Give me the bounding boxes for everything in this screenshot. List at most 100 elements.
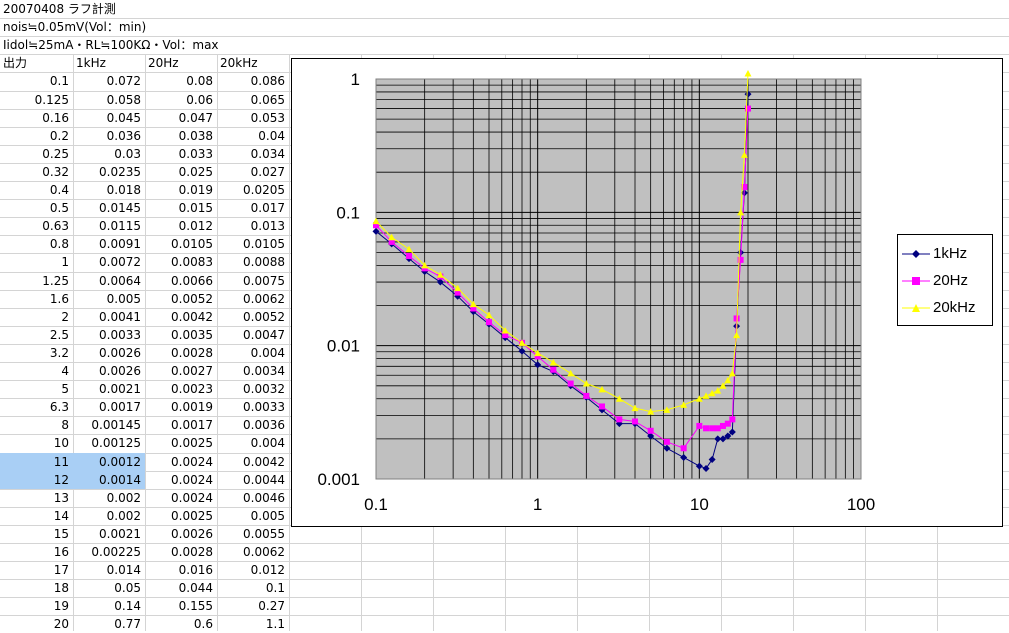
table-cell[interactable]: 0.004 <box>250 436 285 451</box>
table-cell[interactable]: 0.0235 <box>99 164 141 179</box>
table-cell[interactable]: 1.1 <box>265 617 285 632</box>
table-cell[interactable]: 1 <box>61 255 69 270</box>
table-cell[interactable]: 0.017 <box>250 201 285 216</box>
table-cell[interactable]: 0.0025 <box>171 508 213 523</box>
table-cell[interactable]: 0.0064 <box>99 273 141 288</box>
table-cell[interactable]: 0.019 <box>178 183 213 197</box>
table-cell[interactable]: 0.0072 <box>99 255 141 270</box>
table-cell[interactable]: 0.155 <box>178 599 213 614</box>
table-cell[interactable]: 0.036 <box>106 128 141 143</box>
table-cell[interactable]: 0.0033 <box>243 400 285 415</box>
table-cell[interactable]: 0.0036 <box>243 418 285 433</box>
table-cell[interactable]: 0.05 <box>114 581 141 596</box>
table-cell[interactable]: 0.0091 <box>99 237 141 252</box>
table-cell[interactable]: 4 <box>61 364 69 378</box>
table-cell[interactable]: 0.0042 <box>171 309 213 324</box>
table-cell[interactable]: 0.0205 <box>243 183 285 197</box>
table-cell[interactable]: 16 <box>53 545 69 559</box>
table-cell[interactable]: 0.018 <box>106 183 141 197</box>
table-cell[interactable]: 0.1 <box>49 74 69 89</box>
table-cell[interactable]: 0.00125 <box>91 436 141 451</box>
note-cell[interactable]: nois≒0.05mV(Vol：min) <box>3 20 147 35</box>
table-cell[interactable]: 0.0027 <box>171 364 213 378</box>
table-cell[interactable]: 0.0012 <box>73 452 145 471</box>
table-cell[interactable]: 0.63 <box>42 219 69 234</box>
table-cell[interactable]: 0.125 <box>34 92 69 107</box>
table-cell[interactable]: 0.0075 <box>243 273 285 288</box>
table-cell[interactable]: 0.0024 <box>171 454 213 469</box>
table-cell[interactable]: 2.5 <box>49 327 69 342</box>
table-cell[interactable]: 5 <box>61 382 69 397</box>
table-cell[interactable]: 0.033 <box>178 146 213 161</box>
table-cell[interactable]: 0.77 <box>114 617 141 632</box>
table-cell[interactable]: 0.0062 <box>243 545 285 559</box>
table-cell[interactable]: 0.002 <box>106 490 141 505</box>
table-cell[interactable]: 0.013 <box>250 219 285 234</box>
table-cell[interactable]: 14 <box>53 508 69 523</box>
table-cell[interactable]: 19 <box>53 599 69 614</box>
table-cell[interactable]: 2 <box>61 309 69 324</box>
table-cell[interactable]: 0.047 <box>178 110 213 125</box>
table-cell[interactable]: 0.0024 <box>171 472 213 487</box>
table-cell[interactable]: 0.5 <box>49 201 69 216</box>
table-cell[interactable]: 11 <box>0 452 73 471</box>
table-cell[interactable]: 0.0062 <box>243 291 285 306</box>
table-cell[interactable]: 0.16 <box>42 110 69 125</box>
table-cell[interactable]: 0.0033 <box>99 327 141 342</box>
header-cell[interactable]: 出力 <box>3 56 28 71</box>
table-cell[interactable]: 0.014 <box>106 563 141 578</box>
table-cell[interactable]: 0.0088 <box>243 255 285 270</box>
table-cell[interactable]: 0.0023 <box>171 382 213 397</box>
table-cell[interactable]: 8 <box>61 418 69 433</box>
table-cell[interactable]: 0.08 <box>186 74 213 89</box>
chart[interactable]: 0.1 1 10 100 1 0.1 0.01 0.001 1kHz 20Hz 20kHz <box>291 58 1003 527</box>
table-cell[interactable]: 0.03 <box>114 146 141 161</box>
table-cell[interactable]: 0.0052 <box>243 309 285 324</box>
table-cell[interactable]: 0.0017 <box>171 418 213 433</box>
table-cell[interactable]: 17 <box>53 563 69 578</box>
table-cell[interactable]: 0.027 <box>250 164 285 179</box>
table-cell[interactable]: 0.0032 <box>243 382 285 397</box>
table-cell[interactable]: 13 <box>53 490 69 505</box>
table-cell[interactable]: 0.0041 <box>99 309 141 324</box>
table-cell[interactable]: 0.0034 <box>243 364 285 378</box>
table-cell[interactable]: 0.045 <box>106 110 141 125</box>
table-cell[interactable]: 0.00145 <box>91 418 141 433</box>
note-cell[interactable]: Iidol≒25mA・RL≒100KΩ・Vol：max <box>3 38 219 53</box>
table-cell[interactable]: 0.005 <box>250 508 285 523</box>
table-cell[interactable]: 0.0019 <box>171 400 213 415</box>
table-cell[interactable]: 0.065 <box>250 92 285 107</box>
table-cell[interactable]: 0.0042 <box>243 454 285 469</box>
table-cell[interactable]: 0.4 <box>49 183 69 197</box>
table-cell[interactable]: 0.012 <box>178 219 213 234</box>
table-cell[interactable]: 20 <box>53 617 69 632</box>
table-cell[interactable]: 3.2 <box>49 345 69 360</box>
table-cell[interactable]: 0.016 <box>178 563 213 578</box>
table-cell[interactable]: 0.0052 <box>171 291 213 306</box>
table-cell[interactable]: 0.0026 <box>99 345 141 360</box>
table-cell[interactable]: 0.0035 <box>171 327 213 342</box>
table-cell[interactable]: 0.0115 <box>99 219 141 234</box>
table-cell[interactable]: 18 <box>53 581 69 596</box>
table-cell[interactable]: 0.14 <box>114 599 141 614</box>
table-cell[interactable]: 6.3 <box>49 400 69 415</box>
table-cell[interactable]: 0.04 <box>258 128 285 143</box>
table-cell[interactable]: 0.00225 <box>91 545 141 559</box>
table-cell[interactable]: 0.0046 <box>243 490 285 505</box>
table-cell[interactable]: 0.0145 <box>99 201 141 216</box>
table-cell[interactable]: 10 <box>53 436 69 451</box>
table-cell[interactable]: 12 <box>0 470 73 489</box>
table-cell[interactable]: 0.038 <box>178 128 213 143</box>
table-cell[interactable]: 0.034 <box>250 146 285 161</box>
header-cell[interactable]: 1kHz <box>76 56 106 71</box>
table-cell[interactable]: 0.0044 <box>243 472 285 487</box>
table-cell[interactable]: 1.25 <box>42 273 69 288</box>
table-cell[interactable]: 0.0028 <box>171 345 213 360</box>
table-cell[interactable]: 0.044 <box>178 581 213 596</box>
table-cell[interactable]: 15 <box>53 526 69 541</box>
table-cell[interactable]: 0.0026 <box>99 364 141 378</box>
table-cell[interactable]: 1.6 <box>49 291 69 306</box>
table-cell[interactable]: 0.0055 <box>243 526 285 541</box>
table-cell[interactable]: 0.0083 <box>171 255 213 270</box>
table-cell[interactable]: 0.0028 <box>171 545 213 559</box>
